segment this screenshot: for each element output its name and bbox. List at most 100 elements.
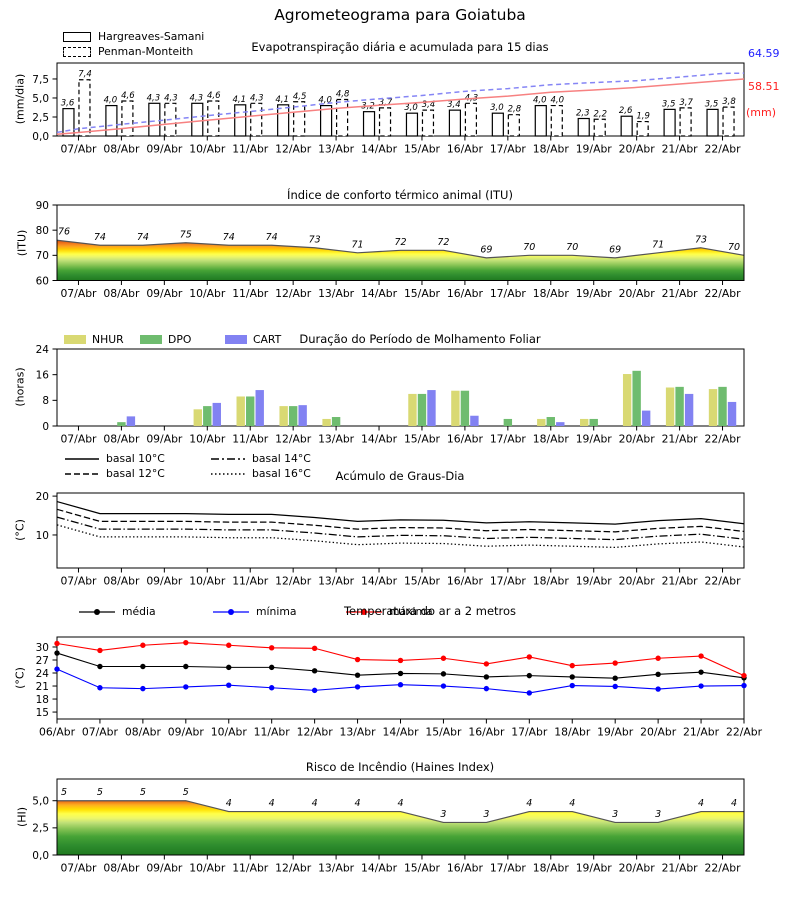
legend-media: média <box>78 605 156 618</box>
svg-text:0,0: 0,0 <box>32 850 49 862</box>
svg-text:17/Abr: 17/Abr <box>490 287 527 300</box>
legend-nhur: NHUR <box>64 333 124 346</box>
svg-text:12/Abr: 12/Abr <box>275 862 312 875</box>
svg-text:22/Abr: 22/Abr <box>726 726 763 739</box>
svg-text:7,5: 7,5 <box>32 74 49 86</box>
svg-text:13/Abr: 13/Abr <box>318 862 355 875</box>
svg-text:5,0: 5,0 <box>32 93 49 105</box>
svg-text:3,8: 3,8 <box>722 97 736 107</box>
svg-text:16/Abr: 16/Abr <box>447 862 484 875</box>
svg-text:5: 5 <box>183 787 189 798</box>
svg-text:21/Abr: 21/Abr <box>662 862 699 875</box>
svg-text:4,3: 4,3 <box>250 93 264 103</box>
penman-label: Penman-Monteith <box>98 45 194 58</box>
legend-maxima: máxima <box>345 605 433 618</box>
evapo-cumline-0 <box>56 78 745 135</box>
svg-text:19/Abr: 19/Abr <box>576 575 613 588</box>
accum-hargreaves-value: 58.51 <box>748 80 780 93</box>
svg-text:11/Abr: 11/Abr <box>232 143 269 156</box>
svg-text:3,4: 3,4 <box>422 100 436 110</box>
svg-text:2,3: 2,3 <box>576 109 590 119</box>
svg-text:5: 5 <box>61 787 67 798</box>
svg-text:08/Abr: 08/Abr <box>125 726 162 739</box>
svg-text:13/Abr: 13/Abr <box>340 726 377 739</box>
svg-text:70: 70 <box>36 250 49 262</box>
basal14-label: basal 14°C <box>252 452 311 465</box>
svg-text:0: 0 <box>42 421 49 433</box>
svg-text:2,5: 2,5 <box>32 823 49 835</box>
svg-text:4,6: 4,6 <box>121 91 135 101</box>
svg-text:18: 18 <box>36 694 49 706</box>
svg-text:10/Abr: 10/Abr <box>189 143 226 156</box>
svg-text:4: 4 <box>355 798 361 809</box>
svg-text:19/Abr: 19/Abr <box>597 726 634 739</box>
svg-text:18/Abr: 18/Abr <box>533 575 570 588</box>
svg-text:30: 30 <box>36 642 49 654</box>
svg-text:21/Abr: 21/Abr <box>662 287 699 300</box>
legend-dpo: DPO <box>140 333 191 346</box>
svg-text:11/Abr: 11/Abr <box>232 862 269 875</box>
svg-text:16/Abr: 16/Abr <box>447 287 484 300</box>
svg-text:16/Abr: 16/Abr <box>447 575 484 588</box>
svg-text:21: 21 <box>36 681 49 693</box>
svg-text:14/Abr: 14/Abr <box>361 433 398 446</box>
svg-text:14/Abr: 14/Abr <box>382 726 419 739</box>
svg-text:10/Abr: 10/Abr <box>211 726 248 739</box>
molhamento-title: Duração do Período de Molhamento Foliar <box>299 332 541 346</box>
graus-dia-title: Acúmulo de Graus-Dia <box>335 469 465 483</box>
svg-text:20: 20 <box>36 491 49 503</box>
svg-text:24: 24 <box>36 344 50 356</box>
svg-text:3,5: 3,5 <box>705 99 719 109</box>
temperatura-ylabel: (°C) <box>13 667 27 689</box>
hargreaves-swatch-icon <box>63 31 91 42</box>
svg-text:09/Abr: 09/Abr <box>146 143 183 156</box>
svg-text:13/Abr: 13/Abr <box>318 143 355 156</box>
svg-text:4,3: 4,3 <box>164 93 178 103</box>
dpo-label: DPO <box>168 333 192 346</box>
haines-value-labels: 5 5 5 5 4 4 4 4 4 3 3 4 4 3 3 4 4 <box>61 787 737 820</box>
svg-text:08/Abr: 08/Abr <box>103 433 140 446</box>
svg-text:12/Abr: 12/Abr <box>297 726 334 739</box>
svg-text:13/Abr: 13/Abr <box>318 287 355 300</box>
svg-text:74: 74 <box>223 232 235 243</box>
svg-text:11/Abr: 11/Abr <box>232 575 269 588</box>
svg-text:3,7: 3,7 <box>679 98 693 108</box>
svg-text:12/Abr: 12/Abr <box>275 287 312 300</box>
penman-swatch-icon <box>63 46 91 57</box>
svg-text:17/Abr: 17/Abr <box>490 143 527 156</box>
legend-basal16: basal 16°C <box>210 467 311 480</box>
basal12-label: basal 12°C <box>106 467 165 480</box>
svg-text:74: 74 <box>266 232 278 243</box>
svg-text:4: 4 <box>569 798 575 809</box>
svg-text:72: 72 <box>394 237 406 248</box>
svg-text:18/Abr: 18/Abr <box>533 433 570 446</box>
svg-text:3: 3 <box>655 809 661 820</box>
svg-text:07/Abr: 07/Abr <box>82 726 119 739</box>
svg-text:08/Abr: 08/Abr <box>103 287 140 300</box>
svg-text:09/Abr: 09/Abr <box>146 433 183 446</box>
svg-text:71: 71 <box>652 239 664 250</box>
svg-text:07/Abr: 07/Abr <box>60 862 97 875</box>
evapo-bars <box>62 79 735 137</box>
svg-text:1,9: 1,9 <box>636 112 650 122</box>
minima-line-icon <box>213 608 249 615</box>
svg-text:4: 4 <box>312 798 318 809</box>
svg-text:22/Abr: 22/Abr <box>705 575 742 588</box>
svg-text:73: 73 <box>309 234 321 245</box>
svg-text:07/Abr: 07/Abr <box>60 143 97 156</box>
svg-text:27: 27 <box>36 655 49 667</box>
cart-label: CART <box>253 333 282 346</box>
svg-text:20/Abr: 20/Abr <box>619 143 656 156</box>
svg-text:17/Abr: 17/Abr <box>490 433 527 446</box>
svg-text:17/Abr: 17/Abr <box>490 862 527 875</box>
svg-text:14/Abr: 14/Abr <box>361 287 398 300</box>
svg-text:21/Abr: 21/Abr <box>662 143 699 156</box>
svg-text:4: 4 <box>269 798 275 809</box>
svg-text:11/Abr: 11/Abr <box>232 287 269 300</box>
svg-text:3,4: 3,4 <box>447 100 461 110</box>
maxima-line-icon <box>346 608 382 615</box>
svg-text:13/Abr: 13/Abr <box>318 433 355 446</box>
temperatura-title: Temperatura do ar a 2 metros <box>343 604 517 618</box>
svg-text:5,0: 5,0 <box>32 796 49 808</box>
